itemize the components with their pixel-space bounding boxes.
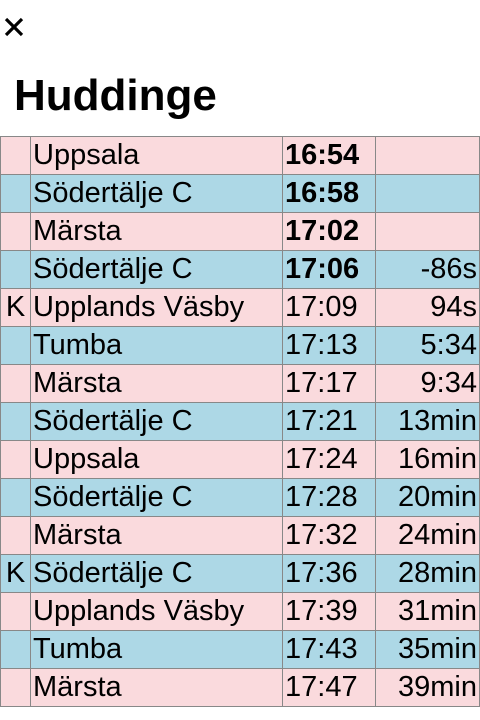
departure-time: 17:32	[282, 516, 376, 555]
departure-flag	[0, 478, 31, 517]
departure-countdown: 39min	[375, 668, 480, 707]
departure-flag	[0, 402, 31, 441]
departure-countdown: 35min	[375, 630, 480, 669]
departure-time: 17:39	[282, 592, 376, 631]
departure-time: 17:47	[282, 668, 376, 707]
departure-destination: Tumba	[30, 326, 283, 365]
departure-destination: Södertälje C	[30, 554, 283, 593]
departure-destination: Märsta	[30, 516, 283, 555]
departure-countdown: 94s	[375, 288, 480, 327]
departure-flag	[0, 440, 31, 479]
departure-time: 17:43	[282, 630, 376, 669]
departure-time: 16:54	[282, 136, 376, 175]
departure-row: Märsta 17:17 9:34	[0, 364, 480, 403]
departure-row: Tumba 17:43 35min	[0, 630, 480, 669]
departure-flag	[0, 326, 31, 365]
departure-flag	[0, 630, 31, 669]
close-icon	[4, 17, 24, 37]
departure-time: 17:17	[282, 364, 376, 403]
departure-time: 17:02	[282, 212, 376, 251]
departure-countdown: 24min	[375, 516, 480, 555]
departure-countdown: 5:34	[375, 326, 480, 365]
departure-flag	[0, 212, 31, 251]
departure-row: Södertälje C 17:06 -86s	[0, 250, 480, 289]
departure-row: Märsta 17:32 24min	[0, 516, 480, 555]
departure-countdown: -86s	[375, 250, 480, 289]
departure-flag: K	[0, 554, 31, 593]
departure-countdown	[375, 212, 480, 251]
departure-countdown: 13min	[375, 402, 480, 441]
departure-row: Södertälje C 17:21 13min	[0, 402, 480, 441]
departure-row: Uppsala 17:24 16min	[0, 440, 480, 479]
departure-countdown: 16min	[375, 440, 480, 479]
departure-time: 17:36	[282, 554, 376, 593]
departure-destination: Södertälje C	[30, 402, 283, 441]
departure-row: K Upplands Väsby 17:09 94s	[0, 288, 480, 327]
departure-row: Södertälje C 17:28 20min	[0, 478, 480, 517]
departure-destination: Märsta	[30, 212, 283, 251]
departure-destination: Södertälje C	[30, 250, 283, 289]
departure-row: K Södertälje C 17:36 28min	[0, 554, 480, 593]
departure-row: Södertälje C 16:58	[0, 174, 480, 213]
departure-flag: K	[0, 288, 31, 327]
departure-time: 17:06	[282, 250, 376, 289]
departures-table: Uppsala 16:54 Södertälje C 16:58 Märsta 17:02…	[0, 136, 480, 707]
departure-destination: Södertälje C	[30, 174, 283, 213]
departure-time: 16:58	[282, 174, 376, 213]
departure-countdown: 9:34	[375, 364, 480, 403]
departure-row: Märsta 17:47 39min	[0, 668, 480, 707]
departure-row: Uppsala 16:54	[0, 136, 480, 175]
departure-time: 17:28	[282, 478, 376, 517]
departure-row: Upplands Väsby 17:39 31min	[0, 592, 480, 631]
departure-flag	[0, 668, 31, 707]
departures-body: Uppsala 16:54 Södertälje C 16:58 Märsta 17:02…	[0, 136, 480, 707]
departure-flag	[0, 174, 31, 213]
departure-flag	[0, 136, 31, 175]
close-button[interactable]	[2, 14, 30, 42]
departure-destination: Upplands Väsby	[30, 288, 283, 327]
departure-flag	[0, 250, 31, 289]
departure-row: Tumba 17:13 5:34	[0, 326, 480, 365]
station-title: Huddinge	[14, 71, 217, 120]
departure-countdown	[375, 174, 480, 213]
departure-destination: Uppsala	[30, 136, 283, 175]
departure-destination: Södertälje C	[30, 478, 283, 517]
departure-destination: Upplands Väsby	[30, 592, 283, 631]
departure-destination: Märsta	[30, 668, 283, 707]
departure-countdown: 28min	[375, 554, 480, 593]
departure-time: 17:13	[282, 326, 376, 365]
departure-time: 17:24	[282, 440, 376, 479]
departure-flag	[0, 592, 31, 631]
departure-flag	[0, 364, 31, 403]
departure-time: 17:21	[282, 402, 376, 441]
departure-countdown: 20min	[375, 478, 480, 517]
departure-destination: Tumba	[30, 630, 283, 669]
departure-flag	[0, 516, 31, 555]
departure-row: Märsta 17:02	[0, 212, 480, 251]
departure-destination: Uppsala	[30, 440, 283, 479]
departure-countdown: 31min	[375, 592, 480, 631]
departure-time: 17:09	[282, 288, 376, 327]
departure-destination: Märsta	[30, 364, 283, 403]
departure-countdown	[375, 136, 480, 175]
